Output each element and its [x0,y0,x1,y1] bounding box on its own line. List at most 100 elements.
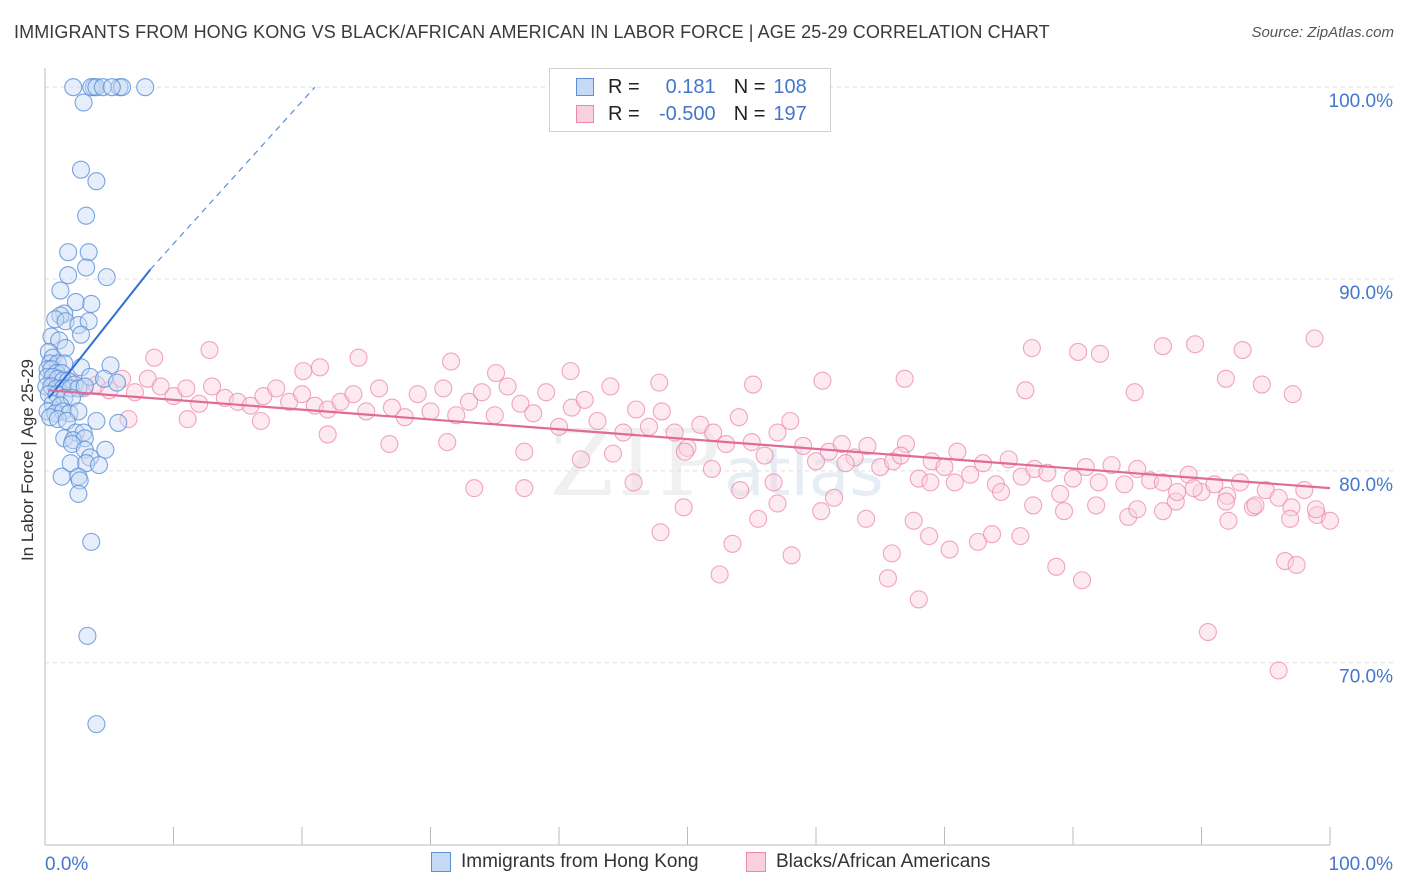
data-point-pink [1128,500,1147,519]
data-point-pink [1102,456,1121,475]
data-point-blue [75,377,94,396]
data-point-pink [1179,465,1198,484]
data-point-pink [1069,342,1088,361]
legend-row-blue: R = 0.181 N = 108 [550,74,807,100]
data-point-pink [292,385,312,404]
data-point-pink [1051,484,1070,503]
data-point-pink [1216,492,1235,511]
data-point-pink [515,442,534,461]
data-point-pink [794,436,813,455]
data-point-blue [113,78,132,97]
data-point-pink [857,509,876,528]
data-point-pink [575,390,594,409]
trendline-blue-extension [149,86,316,270]
data-point-pink [447,406,466,425]
data-point-pink [1166,492,1185,511]
data-point-pink [999,450,1018,469]
data-point-pink [1281,509,1300,528]
legend-row-pink: R = -0.500 N = 197 [550,101,807,127]
data-point-pink [896,434,916,454]
data-point-pink [813,371,832,390]
data-point-blue [52,467,71,486]
data-point-blue [87,715,106,734]
data-point-pink [380,434,399,454]
n-label: N = [733,102,766,125]
data-point-pink [961,465,980,484]
legend-label: Immigrants from Hong Kong [461,851,699,872]
r-value-blue: 0.181 [665,75,716,98]
trendlines [48,86,1331,490]
data-point-blue [78,626,97,645]
y-tick-label: 100.0% [1329,91,1394,112]
data-point-pink [652,402,671,421]
data-point-pink [878,569,898,588]
data-point-pink [1054,502,1074,521]
data-point-pink [824,488,844,507]
series-blue-points [37,78,155,734]
data-point-blue [79,312,98,331]
data-point-pink [921,473,940,492]
data-point-pink [294,362,313,381]
data-point-pink [639,417,659,436]
data-point-blue [102,78,121,97]
legend-item-hong-kong: Immigrants from Hong Kong [431,851,699,873]
data-point-pink [806,452,826,471]
data-point-pink [1125,383,1144,402]
data-point-blue [56,339,75,358]
data-point-blue [59,266,78,285]
data-point-pink [624,473,643,492]
data-point-pink [442,352,461,371]
data-point-blue [77,258,96,277]
x-tick-label: 100.0% [1329,854,1394,875]
data-point-pink [1038,463,1057,482]
data-point-blue [61,454,80,473]
data-point-pink [203,377,222,396]
data-point-pink [1269,488,1288,507]
data-point-pink [1153,337,1172,356]
r-value-pink: -0.500 [658,102,716,125]
data-point-pink [1184,479,1203,498]
data-point-pink [710,565,729,584]
data-point-blue [74,93,93,112]
data-point-pink [344,385,363,404]
pink-swatch [576,105,594,123]
data-point-pink [200,340,219,360]
data-point-blue [79,243,98,262]
data-point-pink [1011,527,1030,546]
data-point-blue [64,78,83,97]
data-point-pink [935,458,954,477]
data-point-pink [251,411,270,431]
data-point-pink [1218,486,1237,505]
chart-title: IMMIGRANTS FROM HONG KONG VS BLACK/AFRIC… [14,22,1050,42]
data-point-pink [1153,473,1172,492]
data-point-pink [1243,498,1262,517]
tick-labels: 70.0% 80.0% 90.0% 100.0% 0.0% 100.0% [45,91,1393,875]
data-point-pink [370,379,389,398]
data-point-pink [472,383,491,402]
data-point-pink [1275,552,1295,571]
data-point-pink [627,400,646,419]
data-point-pink [1089,473,1108,492]
data-point-pink [675,442,694,461]
n-value-blue: 108 [773,75,807,98]
r-label: R = [608,75,640,98]
data-point-pink [716,434,736,454]
data-point-pink [812,502,831,521]
data-point-pink [1153,502,1172,521]
watermark: ZIPatlas [550,410,884,517]
data-point-pink [782,546,801,565]
data-point-pink [561,362,580,381]
data-point-pink [781,411,800,431]
data-point-pink [459,392,479,411]
data-point-blue [51,281,70,300]
data-point-pink [119,410,138,429]
data-point-pink [1283,385,1302,404]
data-point-blue [107,373,127,392]
data-point-pink [178,410,197,429]
data-point-pink [909,469,928,488]
data-point-pink [601,377,620,396]
data-point-pink [524,404,543,423]
data-point-blue [89,456,109,475]
data-point-blue [82,294,101,314]
data-point-pink [537,383,556,402]
